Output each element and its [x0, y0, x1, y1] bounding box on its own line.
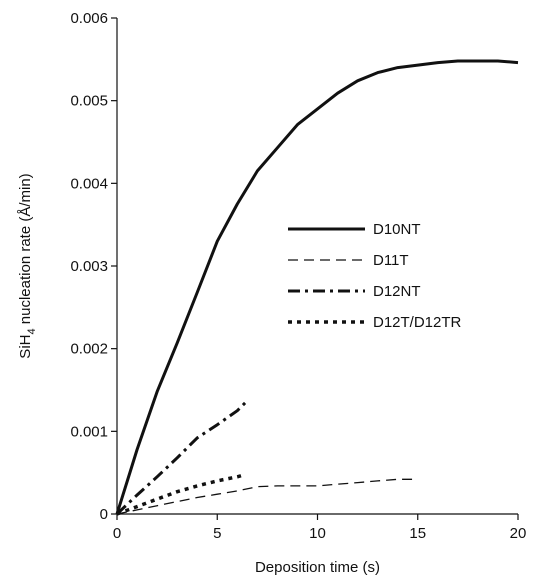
y-tick-label: 0.002 — [70, 341, 108, 358]
y-axis-title-suffix: nucleation rate (Å/min) — [17, 173, 34, 328]
x-tick-label: 20 — [510, 525, 527, 542]
x-tick-label: 15 — [409, 525, 426, 542]
y-tick-label: 0.005 — [70, 93, 108, 110]
legend-label: D12NT — [373, 283, 421, 300]
series-line-d12nt — [115, 399, 249, 516]
y-tick-label: 0.004 — [70, 175, 108, 192]
y-tick-label: 0 — [100, 506, 108, 523]
x-tick-label: 5 — [213, 525, 221, 542]
legend-label: D11T — [373, 252, 409, 269]
y-axis-title-prefix: SiH — [17, 335, 34, 359]
y-axis-title-subscript: 4 — [26, 328, 38, 334]
x-axis: 0 5 10 15 20 — [113, 513, 527, 542]
y-axis: 0 0.001 0.002 0.003 0.004 0.005 0.006 — [70, 10, 118, 523]
series-line-d10nt — [115, 59, 519, 515]
y-axis-title: SiH4 nucleation rate (Å/min) — [17, 173, 38, 358]
legend-label: D10NT — [373, 221, 421, 238]
y-tick-label: 0.001 — [70, 423, 108, 440]
x-axis-title: Deposition time (s) — [255, 559, 380, 576]
x-tick-label: 10 — [309, 525, 326, 542]
y-tick-label: 0.003 — [70, 258, 108, 275]
series-lines — [115, 59, 519, 516]
series-line-d11t — [116, 478, 418, 515]
y-tick-label: 0.006 — [70, 10, 108, 27]
series-line-d12t-d12tr — [116, 473, 244, 516]
legend-label: D12T/D12TR — [373, 314, 462, 331]
x-tick-label: 0 — [113, 525, 121, 542]
legend: D10NT D11T D12NT D12T/D12TR — [288, 221, 462, 331]
